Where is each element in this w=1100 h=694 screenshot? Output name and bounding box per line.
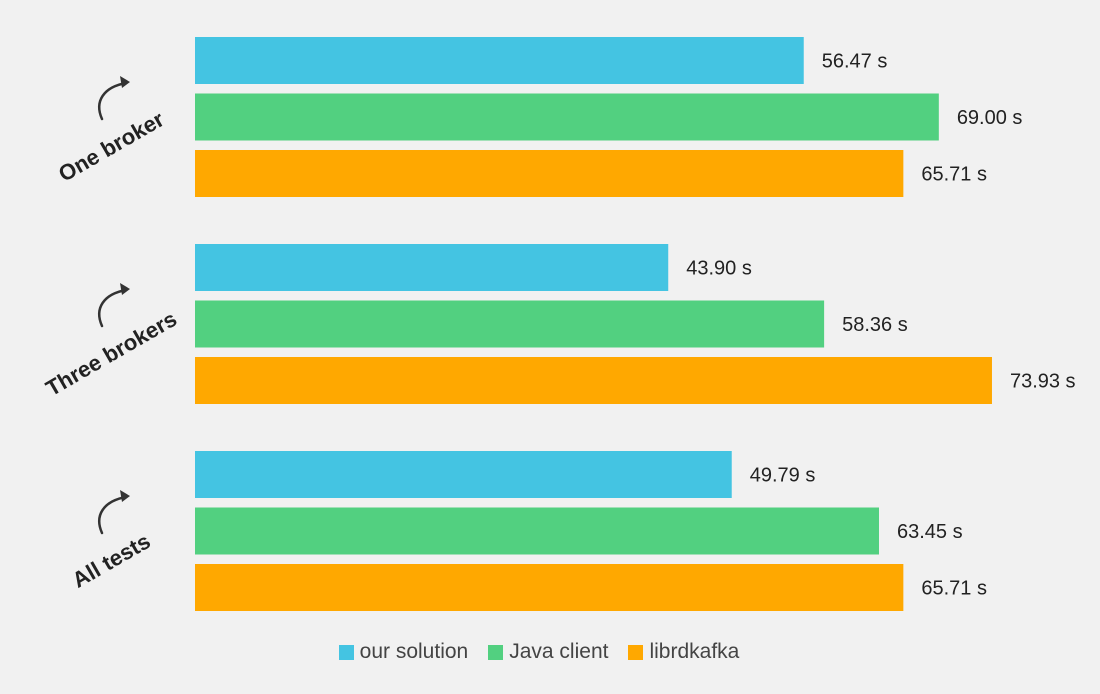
legend-label: our solution [359,640,469,663]
bar-all-tests-librdkafka [195,564,904,611]
arrow-head-icon [120,76,130,88]
category-label-group: Three brokers [41,283,181,401]
category-label: All tests [68,528,155,592]
legend-swatch [628,644,644,660]
value-label: 63.45 s [897,521,963,543]
bar-one-broker-our-solution [195,37,804,84]
category-labels-layer: One broker Three brokers All tests [41,76,181,593]
legend-item-our-solution: our solution [338,640,469,664]
arrow-head-icon [120,283,130,295]
value-label: 56.47 s [822,51,888,73]
value-label: 65.71 s [921,578,987,600]
legend-label: Java client [509,640,609,663]
category-label: One broker [54,106,169,187]
category-label: Three brokers [41,306,181,401]
arrow-head-icon [120,490,130,502]
bar-three-brokers-java-client [195,300,825,348]
bar-one-broker-librdkafka [195,150,904,197]
legend: our solution Java client librdkafka [0,640,1078,664]
category-label-group: One broker [54,76,169,187]
legend-swatch [338,644,354,660]
value-label: 69.00 s [957,107,1023,129]
curved-arrow-icon [98,81,128,121]
curved-arrow-icon [98,495,128,535]
value-labels-layer: 56.47 s 69.00 s 65.71 s 43.90 s 58.36 s 73.93… [686,51,1075,600]
bar-all-tests-our-solution [195,451,732,498]
value-label: 73.93 s [1010,371,1076,393]
legend-item-librdkafka: librdkafka [628,640,739,664]
bar-three-brokers-librdkafka [195,357,992,404]
bar-all-tests-java-client [195,507,879,555]
value-label: 49.79 s [750,465,816,487]
legend-swatch [488,644,504,660]
value-label: 43.90 s [686,258,752,280]
legend-item-java-client: Java client [488,640,608,664]
category-label-group: All tests [68,490,155,593]
legend-label: librdkafka [649,640,740,663]
curved-arrow-icon [98,288,128,328]
bar-three-brokers-our-solution [195,244,669,291]
value-label: 58.36 s [842,314,908,336]
bar-one-broker-java-client [195,93,939,141]
bars-layer [195,37,992,611]
value-label: 65.71 s [921,164,987,186]
